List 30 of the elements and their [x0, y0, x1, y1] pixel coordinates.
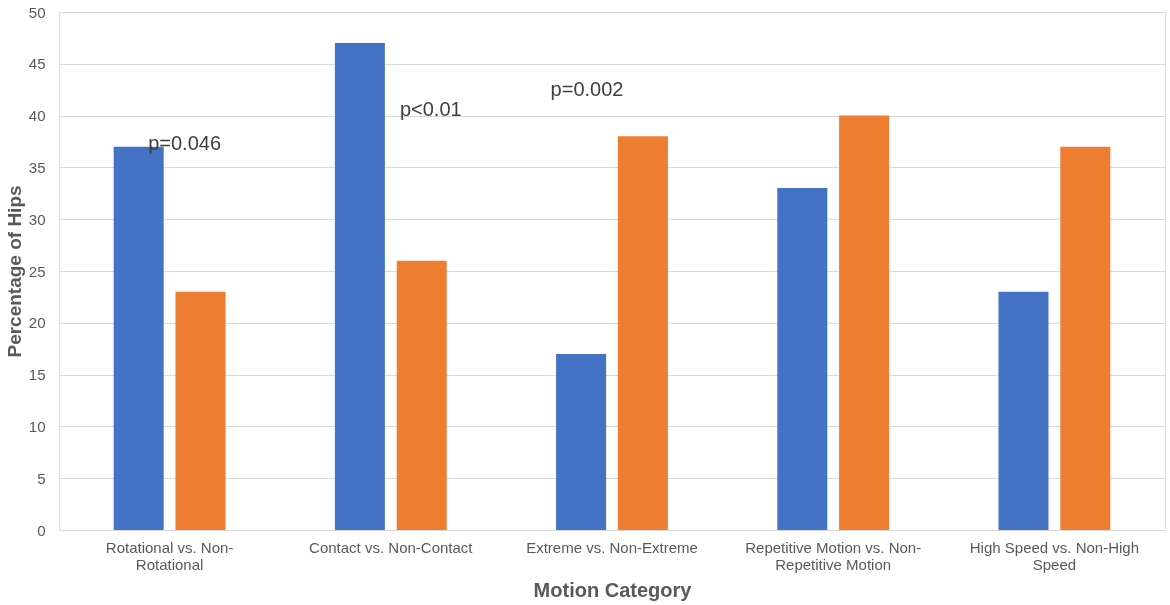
y-tick-label: 45: [28, 55, 46, 73]
x-axis-title: Motion Category: [533, 578, 693, 601]
y-tick-label: 25: [28, 262, 46, 280]
bar: [1060, 146, 1111, 530]
y-tick-label: 50: [28, 3, 46, 21]
annotation: p<0.01: [399, 98, 462, 120]
bar: [617, 136, 668, 530]
annotation: p=0.002: [550, 78, 624, 101]
bar: [175, 291, 226, 530]
y-tick-label: 30: [28, 210, 46, 228]
y-tick-label: 40: [28, 107, 46, 125]
y-tick-label: 10: [28, 417, 46, 435]
x-tick-label: High Speed vs. Non-High Speed: [969, 538, 1140, 573]
y-tick-label: 15: [28, 366, 46, 384]
bar: [334, 43, 385, 530]
x-tick-label: Repetitive Motion vs. Non-Repetitive Motion: [745, 538, 922, 573]
x-tick-label: Rotational vs. Non-Rotational: [105, 538, 234, 573]
x-tick-label: Extreme vs. Non-Extreme: [526, 538, 698, 556]
bar: [556, 353, 607, 530]
x-tick-label: Contact vs. Non-Contact: [309, 538, 474, 556]
bar: [777, 188, 828, 530]
bar: [396, 260, 447, 530]
annotation: p=0.046: [148, 132, 222, 155]
y-tick-label: 20: [28, 314, 46, 332]
y-axis-title: Percentage of Hips: [3, 185, 25, 358]
y-tick-label: 0: [37, 521, 46, 539]
y-tick-label: 35: [28, 158, 46, 176]
y-tick-label: 5: [37, 469, 46, 487]
bar: [839, 115, 890, 530]
bar: [998, 291, 1049, 530]
